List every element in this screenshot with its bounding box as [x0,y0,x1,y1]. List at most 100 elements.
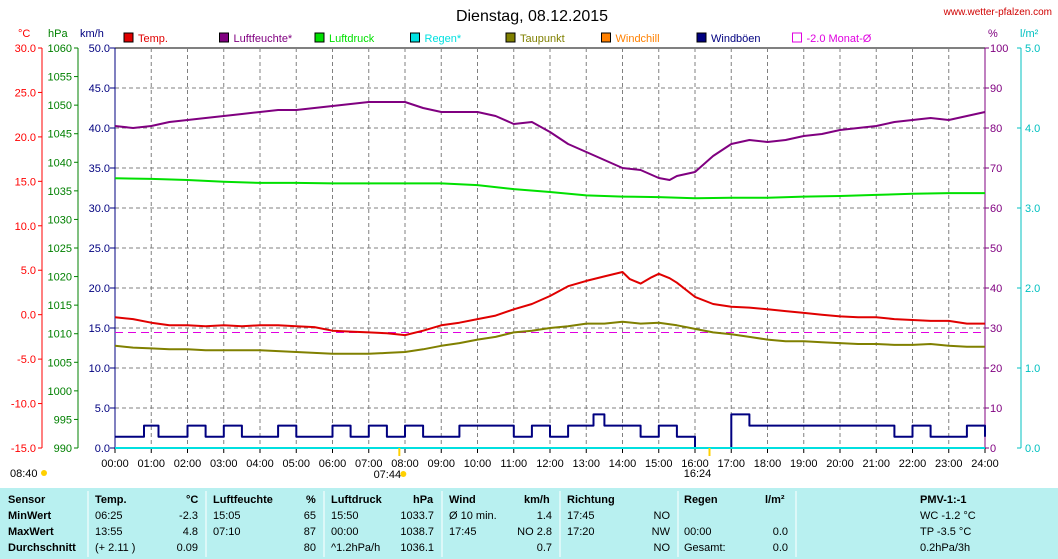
sunset-time: 16:24 [684,468,712,480]
table-cell-hum-val: 80 [303,542,316,554]
table-cell-press-time: ^1.2hPa/h [331,542,381,554]
legend-label: Luftfeuchte* [234,33,293,45]
rain-tick-label: 3.0 [1025,203,1040,215]
legend-swatch [410,32,420,43]
pressure-tick-label: 1015 [48,300,72,312]
wind-tick-label: 20.0 [89,283,110,295]
pressure-tick-label: 1045 [48,129,72,141]
humidity-tick-label: 30 [990,323,1002,335]
rain-tick-label: 1.0 [1025,363,1040,375]
table-cell-dir-val: NO [653,510,671,522]
sun-markers: 08:40 07:44 16:24 [10,448,711,481]
legend-label: Regen* [425,33,462,45]
humidity-tick-label: 50 [990,243,1002,255]
pressure-tick-label: 1055 [48,72,72,84]
humidity-axis-unit: % [988,28,998,40]
header-direction: Richtung [567,494,615,506]
time-tick-label: 01:00 [137,458,165,470]
humidity-tick-label: 10 [990,403,1002,415]
pressure-tick-label: 1005 [48,357,72,369]
series-temp [114,271,985,337]
time-tick-label: 03:00 [210,458,238,470]
header-wind: Wind [449,494,476,506]
time-tick-label: 12:00 [536,458,564,470]
legend-swatch [505,32,516,43]
header-temp: Temp. [95,494,127,506]
wind-tick-label: 40.0 [89,123,110,135]
sunrise-marker-time: 07:44 [374,469,402,481]
header-pressure-unit: hPa [413,494,434,506]
table-cell-wind-val: NO 2.8 [517,526,552,538]
time-tick-label: 24:00 [971,458,999,470]
time-tick-label: 13:00 [572,458,600,470]
legend-label: Luftdruck [329,33,375,45]
table-cell-temp-val: 0.09 [176,542,198,554]
temp-tick-label: -10.0 [11,399,36,411]
pressure-tick-label: 1030 [48,214,72,226]
header-rain: Regen [684,494,718,506]
wind-tick-label: 45.0 [89,83,110,95]
time-tick-label: 09:00 [427,458,455,470]
table-cell-temp-time: 13:55 [95,526,123,538]
legend-swatch [219,32,229,43]
time-tick-label: 06:00 [319,458,347,470]
chart-title: Dienstag, 08.12.2015 [456,8,608,25]
table-cell-press-time: 00:00 [331,526,359,538]
temp-tick-label: 15.0 [15,176,36,188]
pressure-tick-label: 995 [54,414,72,426]
y-axes: 30.0 25.0 20.0 15.0 10.0 5.0 0.0 -5.0 -10.0 -15.0… [11,43,1040,455]
time-tick-label: 05:00 [282,458,310,470]
temp-tick-label: 30.0 [15,43,36,55]
pressure-axis-unit: hPa [48,28,68,40]
table-cell-pmv: 0.2hPa/3h [920,542,971,554]
table-cell-label: Durchschnitt [8,542,76,554]
legend-label: Taupunkt [520,33,565,45]
wind-tick-label: 25.0 [89,243,110,255]
pressure-tick-label: 1050 [48,100,72,112]
table-cell-hum-val: 87 [303,526,316,538]
time-tick-label: 14:00 [609,458,637,470]
humidity-tick-label: 70 [990,163,1002,175]
rain-axis-unit: l/m² [1020,28,1039,40]
table-cell-dir-val: NW [651,526,670,538]
legend-swatch [123,32,134,43]
time-tick-label: 22:00 [899,458,927,470]
table-dividers [87,491,797,557]
pressure-tick-label: 990 [54,443,72,455]
humidity-tick-label: 40 [990,283,1002,295]
legend-swatch [601,32,611,43]
table-cell-rain-time: 00:00 [684,526,712,538]
wind-axis-unit: km/h [80,28,104,40]
table-cell-press-time: 15:50 [331,510,359,522]
wind-tick-label: 15.0 [89,323,110,335]
rain-tick-label: 5.0 [1025,43,1040,55]
table-cell-wind-time: Ø 10 min. [449,510,497,522]
pressure-tick-label: 1060 [48,43,72,55]
table-cell-pmv: WC -1.2 °C [920,510,976,522]
table-cell-hum-time: 07:10 [213,526,241,538]
humidity-tick-label: 100 [990,43,1008,55]
weather-chart: Dienstag, 08.12.2015 www.wetter-pfalzen.… [10,7,1052,481]
temp-axis-unit: °C [18,28,30,40]
time-tick-label: 18:00 [754,458,782,470]
legend-label: Windchill [616,33,660,45]
table-cell-label: MaxWert [8,526,54,538]
table-cell-dir-val: NO [653,542,671,554]
time-tick-label: 00:00 [101,458,129,470]
table-cell-label: MinWert [8,510,52,522]
header-sensor: Sensor [8,494,46,506]
sunrise-dot [41,470,47,476]
x-axis: 00:00 01:00 02:00 03:00 04:00 05:00 06:00 07:00… [101,448,999,470]
header-temp-unit: °C [186,494,199,506]
table-cell-wind-time: 17:45 [449,526,477,538]
table-cell-temp-time: 06:25 [95,510,123,522]
header-wind-unit: km/h [524,494,550,506]
site-url[interactable]: www.wetter-pfalzen.com [943,7,1052,18]
humidity-tick-label: 20 [990,363,1002,375]
table-cell-press-val: 1038.7 [400,526,434,538]
time-tick-label: 07:00 [355,458,383,470]
time-tick-label: 21:00 [862,458,890,470]
header-humidity-unit: % [306,494,316,506]
table-cell-rain-val: 0.0 [772,542,788,554]
legend-label: -2.0 Monat-Ø [807,33,872,45]
